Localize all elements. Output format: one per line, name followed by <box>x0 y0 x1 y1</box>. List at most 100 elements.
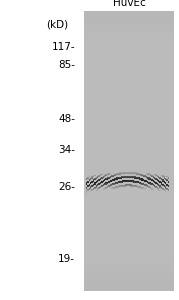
Bar <box>84 93 174 95</box>
Bar <box>84 22 174 23</box>
Bar <box>129 181 130 182</box>
Bar <box>90 178 91 179</box>
Bar <box>84 267 174 268</box>
Bar <box>144 177 146 178</box>
Bar <box>84 152 174 154</box>
Bar <box>112 188 114 189</box>
Bar <box>121 186 122 187</box>
Bar <box>157 180 158 181</box>
Bar <box>84 245 174 246</box>
Bar <box>165 183 166 184</box>
Bar <box>105 180 107 181</box>
Bar <box>100 183 101 184</box>
Bar <box>103 181 104 182</box>
Bar <box>110 177 111 178</box>
Bar <box>84 141 174 142</box>
Bar <box>84 125 174 127</box>
Bar <box>84 214 174 215</box>
Bar <box>116 183 118 184</box>
Bar <box>133 173 134 174</box>
Bar <box>146 173 147 174</box>
Bar <box>94 178 96 179</box>
Bar <box>129 180 130 181</box>
Bar <box>84 268 174 270</box>
Bar <box>153 176 154 177</box>
Bar <box>84 172 174 173</box>
Bar <box>146 180 147 181</box>
Bar <box>84 283 174 284</box>
Bar <box>84 257 174 259</box>
Bar <box>84 90 174 92</box>
Bar <box>122 185 123 186</box>
Bar <box>84 290 174 291</box>
Bar <box>84 33 174 34</box>
Bar <box>121 173 122 174</box>
Bar <box>162 181 164 182</box>
Bar <box>165 179 166 180</box>
Bar <box>108 182 110 183</box>
Bar <box>140 187 141 188</box>
Bar <box>125 180 126 181</box>
Bar <box>93 177 94 178</box>
Bar <box>84 102 174 103</box>
Bar <box>84 56 174 57</box>
Bar <box>127 181 129 182</box>
Bar <box>84 16 174 17</box>
Bar <box>116 173 118 174</box>
Bar <box>148 183 150 184</box>
Bar <box>91 184 93 185</box>
Bar <box>115 183 116 184</box>
Bar <box>84 273 174 274</box>
Bar <box>147 173 148 174</box>
Bar <box>84 281 174 283</box>
Bar <box>114 182 115 183</box>
Bar <box>104 184 105 185</box>
Bar <box>137 177 139 178</box>
Bar <box>84 69 174 71</box>
Bar <box>161 183 162 184</box>
Bar <box>84 175 174 176</box>
Bar <box>84 196 174 197</box>
Bar <box>84 121 174 123</box>
Bar <box>154 176 155 177</box>
Bar <box>154 186 155 187</box>
Bar <box>84 12 174 13</box>
Bar <box>166 179 168 180</box>
Bar <box>84 243 174 245</box>
Bar <box>84 288 174 290</box>
Bar <box>84 183 174 184</box>
Bar <box>112 179 114 180</box>
Bar <box>108 176 110 177</box>
Bar <box>86 191 87 192</box>
Bar <box>84 47 174 48</box>
Bar <box>157 183 158 184</box>
Bar <box>90 190 91 191</box>
Bar <box>123 181 125 182</box>
Bar <box>168 185 169 186</box>
Bar <box>164 177 165 178</box>
Bar <box>84 135 174 137</box>
Bar <box>114 188 115 189</box>
Bar <box>146 185 147 186</box>
Bar <box>154 177 155 178</box>
Bar <box>90 191 91 192</box>
Bar <box>151 184 153 185</box>
Bar <box>84 276 174 277</box>
Bar <box>84 191 174 193</box>
Bar <box>140 178 141 179</box>
Bar <box>84 229 174 231</box>
Bar <box>84 158 174 159</box>
Bar <box>84 278 174 280</box>
Bar <box>84 222 174 224</box>
Bar <box>147 185 148 186</box>
Bar <box>84 148 174 149</box>
Bar <box>137 182 139 183</box>
Bar <box>86 183 87 184</box>
Bar <box>133 176 134 177</box>
Bar <box>158 176 159 177</box>
Bar <box>96 186 97 187</box>
Bar <box>84 71 174 72</box>
Bar <box>119 173 121 174</box>
Bar <box>84 25 174 26</box>
Bar <box>100 179 101 180</box>
